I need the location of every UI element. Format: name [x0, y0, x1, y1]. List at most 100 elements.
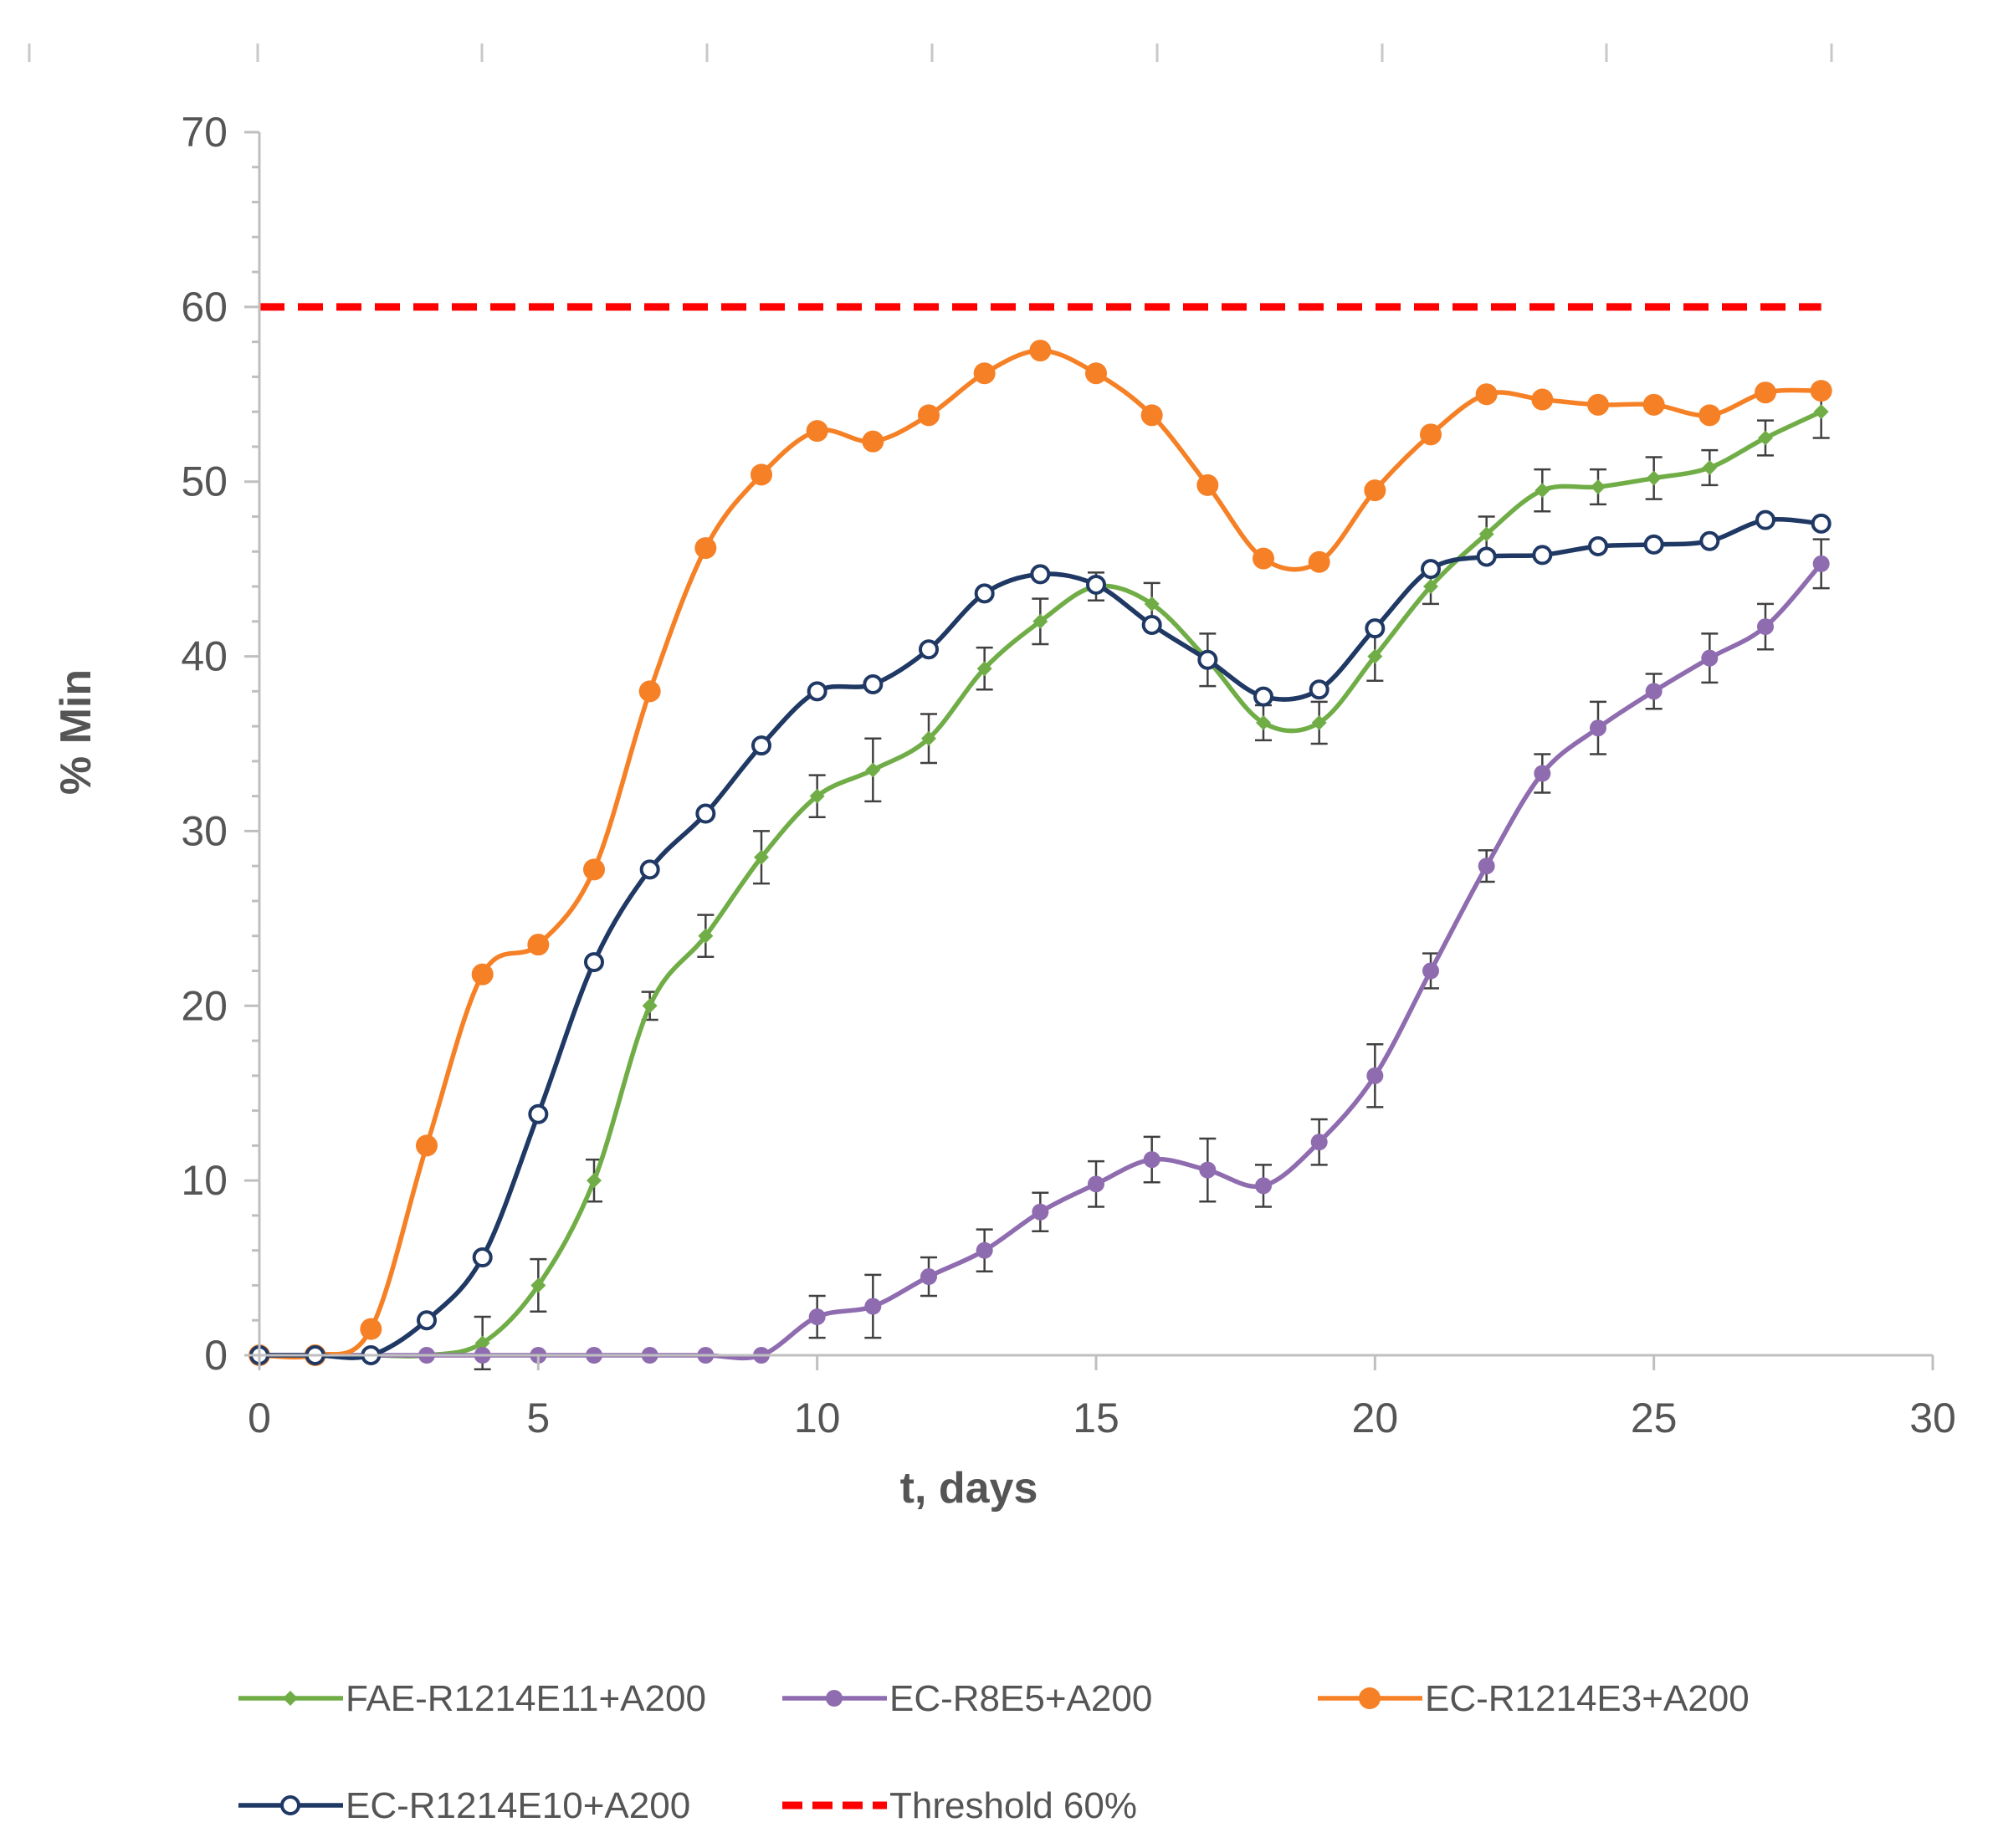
- data-point: [1810, 380, 1832, 402]
- data-point: [695, 803, 716, 824]
- data-point: [1590, 719, 1606, 737]
- data-point: [1032, 1203, 1049, 1221]
- legend-label: Threshold 60%: [889, 1785, 1137, 1826]
- data-point: [1310, 1134, 1328, 1151]
- data-point: [639, 859, 660, 880]
- legend-item-ec-r1214e3-a200: EC-R1214E3+A200: [1318, 1678, 1750, 1719]
- data-point: [1029, 340, 1052, 362]
- data-point: [1755, 509, 1775, 530]
- legend-item-fae-r1214e11-a200: FAE-R1214E11+A200: [238, 1678, 706, 1719]
- legend-marker: [826, 1690, 843, 1707]
- data-point: [1144, 596, 1160, 612]
- legend-marker: [283, 1691, 298, 1706]
- data-point: [528, 1103, 549, 1124]
- y-tick-label: 30: [181, 807, 228, 854]
- data-point: [1197, 649, 1218, 670]
- data-point: [976, 1241, 993, 1259]
- data-point: [1255, 1177, 1272, 1195]
- data-point: [417, 1310, 437, 1331]
- legend-label: EC-R1214E3+A200: [1425, 1678, 1750, 1719]
- data-point: [1475, 383, 1498, 406]
- data-point: [1478, 526, 1494, 542]
- data-point: [863, 673, 884, 694]
- data-point: [974, 583, 995, 604]
- data-point: [809, 788, 825, 804]
- x-tick-label: 30: [1909, 1395, 1956, 1441]
- data-point: [1086, 574, 1106, 595]
- data-point: [1534, 765, 1551, 782]
- data-point: [1643, 534, 1664, 555]
- data-point: [865, 762, 881, 778]
- x-axis-title: t, days: [900, 1464, 1038, 1513]
- data-point: [1140, 404, 1163, 427]
- data-point: [1366, 1067, 1384, 1084]
- data-point: [1588, 535, 1608, 556]
- data-point: [1364, 479, 1386, 502]
- data-point: [1309, 679, 1330, 700]
- data-point: [1256, 714, 1271, 730]
- legend-marker: [280, 1795, 300, 1815]
- data-point: [808, 1308, 826, 1326]
- data-point: [806, 420, 828, 443]
- y-tick-label: 60: [181, 284, 228, 330]
- data-point: [1532, 545, 1553, 566]
- data-point: [921, 730, 936, 746]
- data-point: [1141, 614, 1162, 635]
- y-tick-label: 20: [181, 982, 228, 1029]
- legend-label: EC-R8E5+A200: [889, 1678, 1152, 1719]
- data-point: [976, 661, 992, 677]
- data-point: [1646, 470, 1662, 486]
- legend-item-threshold-60: Threshold 60%: [782, 1785, 1137, 1826]
- data-point: [1811, 513, 1832, 534]
- data-point: [1701, 649, 1719, 667]
- data-point: [471, 963, 494, 985]
- data-point: [642, 998, 658, 1014]
- data-point: [1032, 613, 1048, 629]
- y-tick-label: 0: [204, 1332, 228, 1379]
- data-point: [920, 1268, 937, 1286]
- data-point: [1367, 648, 1383, 664]
- data-point: [919, 639, 939, 660]
- data-point: [474, 1335, 490, 1351]
- y-tick-label: 40: [181, 633, 228, 680]
- x-tick-label: 20: [1352, 1395, 1399, 1441]
- legend-item-ec-r1214e10-a200: EC-R1214E10+A200: [238, 1785, 690, 1826]
- data-point: [527, 934, 550, 956]
- data-point: [1422, 962, 1439, 980]
- data-point: [1421, 559, 1441, 580]
- data-point: [1423, 579, 1438, 595]
- legend-label: EC-R1214E10+A200: [346, 1785, 690, 1826]
- y-tick-label: 10: [181, 1157, 228, 1204]
- data-point: [1645, 683, 1663, 700]
- data-point: [751, 463, 772, 486]
- x-tick-label: 15: [1073, 1395, 1119, 1441]
- data-point: [587, 1173, 602, 1189]
- series-ec-r8e5-a200: [251, 538, 1830, 1364]
- axes-layer: 0 10 20 30 40 50 60 70 0 5 10 15 20 25 30: [181, 109, 1955, 1441]
- series-ec-r1214e3-a200: [248, 340, 1832, 1366]
- data-point: [862, 430, 884, 453]
- data-point: [807, 681, 827, 702]
- data-point: [694, 537, 717, 560]
- y-tick-label: 70: [181, 109, 228, 156]
- data-point: [1757, 618, 1774, 636]
- series-ec-r1214e10-a200: [249, 509, 1832, 1365]
- data-point: [1755, 381, 1776, 404]
- data-point: [1308, 550, 1330, 573]
- data-point: [918, 404, 940, 427]
- series-layer: [248, 340, 1832, 1370]
- data-point: [698, 928, 714, 944]
- data-point: [1199, 1161, 1217, 1179]
- data-point: [864, 1298, 882, 1315]
- data-point: [1812, 555, 1830, 572]
- data-point: [1253, 547, 1274, 570]
- data-point: [1478, 857, 1495, 875]
- data-point: [1531, 388, 1554, 411]
- data-point: [1088, 1175, 1104, 1193]
- data-point: [754, 849, 769, 865]
- x-tick-label: 25: [1631, 1395, 1678, 1441]
- top-tick-row: [28, 44, 1833, 62]
- data-point: [1476, 546, 1497, 567]
- data-point: [1702, 460, 1718, 476]
